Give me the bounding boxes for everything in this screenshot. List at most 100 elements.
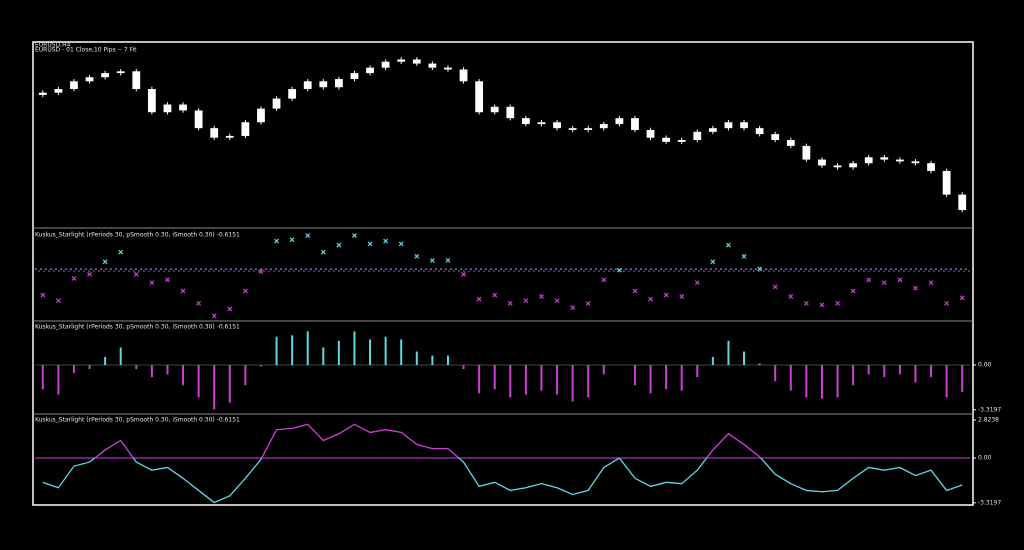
candle-body [334, 79, 343, 88]
panel-subtitle: EURUSD - 01 Close,10 Pips -- 7 Fit [35, 47, 137, 54]
histogram-bar [587, 365, 590, 398]
histogram-bar [88, 365, 91, 370]
candle-body [740, 122, 748, 129]
candle-body [693, 131, 702, 141]
y-tick-label: 0.00 [978, 362, 992, 369]
candle-body [85, 77, 94, 82]
marker [445, 258, 451, 263]
histogram-bar [400, 339, 403, 366]
candle-body [116, 71, 125, 74]
marker [118, 249, 124, 255]
candle-body [615, 118, 624, 125]
marker [289, 237, 295, 243]
marker [211, 313, 217, 319]
marker [539, 294, 544, 299]
candle-body [786, 140, 795, 146]
candle-body [833, 165, 842, 168]
candle-body [677, 140, 686, 142]
histogram-bar [743, 351, 746, 366]
histogram-bar [369, 339, 372, 366]
histogram-bar [836, 365, 839, 398]
candle-body [210, 128, 219, 138]
histogram-bar [571, 365, 574, 402]
marker [507, 300, 513, 306]
panel-title: Kuskus_Starlight (rPeriods 30, pSmooth 0… [35, 324, 240, 331]
candle-body [132, 71, 141, 90]
marker [850, 288, 856, 294]
candle-body [350, 73, 359, 80]
y-tick-label: 0.00 [978, 455, 992, 462]
histogram-bar [945, 365, 948, 398]
marker [320, 249, 326, 255]
histogram-bar [774, 365, 777, 382]
candle-body [38, 92, 47, 95]
candle-body [724, 122, 733, 129]
marker [788, 294, 794, 299]
marker [367, 241, 373, 247]
candle-body [584, 128, 593, 130]
marker [274, 238, 279, 244]
histogram-bar [104, 356, 107, 366]
marker [819, 302, 825, 308]
marker [648, 296, 653, 302]
histogram-bar [431, 355, 434, 366]
marker [305, 233, 311, 238]
marker [679, 294, 685, 299]
candle-body [631, 118, 639, 130]
marker [227, 306, 233, 312]
histogram-bar [228, 365, 231, 403]
histogram-bar [384, 336, 387, 366]
histogram-bar [166, 365, 169, 375]
candle-body [599, 124, 608, 129]
marker [928, 280, 934, 286]
candle-body [381, 61, 390, 68]
histogram-bar [337, 340, 340, 366]
marker [336, 242, 342, 248]
marker [133, 271, 139, 277]
histogram-bar [883, 365, 886, 378]
marker [601, 277, 607, 283]
histogram-bar [509, 365, 512, 398]
candle-body [194, 110, 203, 129]
marker [694, 280, 700, 286]
y-tick-label: 2.8238 [978, 416, 999, 423]
candle-body [818, 159, 826, 166]
marker [461, 271, 466, 277]
histogram-bar [150, 365, 153, 378]
candle-body [646, 129, 655, 138]
candle-body [70, 81, 78, 90]
line-series [42, 458, 963, 504]
candle-body [771, 134, 780, 141]
candle-body [553, 122, 561, 129]
histogram-bar [259, 365, 262, 367]
candle-body [708, 128, 717, 132]
marker [741, 253, 747, 259]
marker [492, 292, 498, 298]
marker [881, 280, 887, 286]
marker [352, 233, 357, 238]
marker [71, 276, 77, 281]
panel-title: EURUSD,H4 [35, 42, 71, 49]
marker [866, 277, 872, 283]
marker [570, 305, 576, 310]
marker [165, 277, 170, 283]
marker [476, 296, 482, 302]
candle-body [272, 98, 281, 109]
candle-body [428, 63, 437, 68]
histogram-bar [478, 365, 481, 394]
marker [196, 300, 202, 306]
histogram-bar [213, 365, 216, 410]
candle-body [537, 122, 546, 125]
candle-body [147, 89, 156, 113]
histogram-bar [353, 331, 356, 366]
candle-body [490, 106, 499, 113]
marker [913, 285, 918, 291]
marker [40, 292, 46, 298]
marker [616, 267, 622, 273]
candle-body [303, 81, 312, 90]
candle-body [927, 163, 935, 171]
histogram-bar [556, 365, 559, 395]
marker [180, 288, 186, 294]
